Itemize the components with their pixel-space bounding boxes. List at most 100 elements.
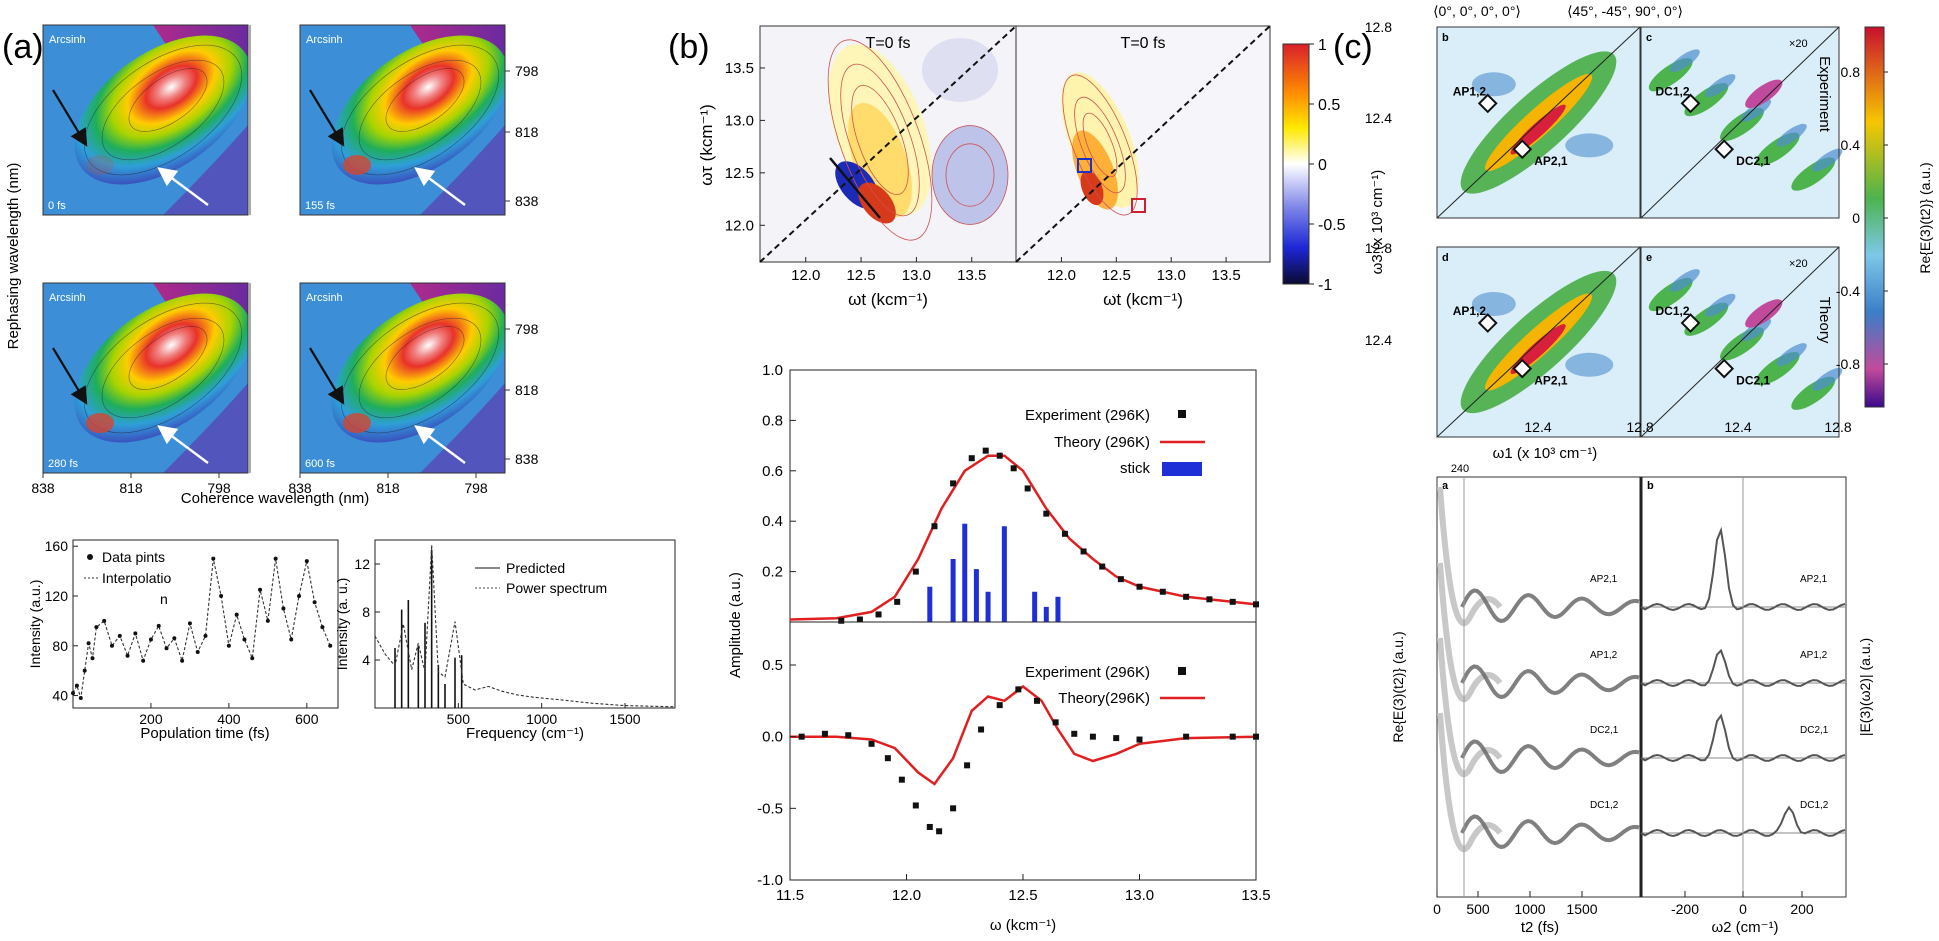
pop-data-point <box>312 600 317 605</box>
cd-exp-point <box>845 732 852 739</box>
c-trace-label-left: AP2,1 <box>1590 574 1618 585</box>
b-xtick-label: 12.5 <box>846 267 875 284</box>
b-time-right: T=0 fs <box>1121 35 1166 52</box>
c-xlabel: ω1 (x 10³ cm⁻¹) <box>1493 445 1598 462</box>
c-map-diamond <box>1714 139 1735 160</box>
legend-predicted: Predicted <box>506 560 565 576</box>
b-ytick-label: 12.5 <box>725 165 754 182</box>
abs-exp-point <box>950 480 957 487</box>
abs-stick <box>1001 526 1007 622</box>
abs-exp-point <box>1206 596 1213 603</box>
a-ytick-label: 818 <box>515 382 539 398</box>
pop-data-point <box>219 594 224 598</box>
b-xtick-label: 12.0 <box>1047 267 1076 284</box>
c-map-blue-lobe <box>1812 367 1843 391</box>
c-xtick-label: 12.4 <box>1524 419 1551 435</box>
pop-ytick-label: 120 <box>45 588 69 604</box>
c-trace-label-right: AP1,2 <box>1800 650 1828 661</box>
c-map-label: DC1,2 <box>1656 304 1690 318</box>
c-map-diamond <box>1477 93 1498 114</box>
pop-xlabel: Population time (fs) <box>140 725 269 742</box>
freq-power-spectrum <box>374 544 676 708</box>
pop-data-point <box>234 612 239 617</box>
abs-exp-point <box>894 598 901 605</box>
abs-exp-point <box>1183 593 1190 600</box>
b-left-contour <box>931 125 1009 225</box>
b-left-red-peak <box>858 182 896 224</box>
b-colorbar-tick-label: -0.5 <box>1318 217 1346 234</box>
a-map-lower-peak <box>86 413 114 433</box>
pop-data-point <box>328 643 333 648</box>
pop-data-point <box>226 643 231 648</box>
pop-data-point <box>180 658 185 663</box>
pop-data-point <box>172 636 177 641</box>
cd-xtick-label: 11.5 <box>776 887 804 904</box>
c-trace-xtick-label: 1500 <box>1566 901 1597 917</box>
c-traces-xlabel-left: t2 (fs) <box>1521 919 1559 936</box>
c-ylabel: ω3 (x 10³ cm⁻¹) <box>1369 170 1386 275</box>
c-colorbar-tick-label: 0.8 <box>1841 64 1861 80</box>
b-colorbar-tick-label: 0 <box>1318 157 1327 174</box>
c-map-diagonal <box>1640 26 1840 219</box>
pop-data-point <box>78 696 83 701</box>
abs-exp-point <box>931 523 938 530</box>
a-map-time: 0 fs <box>48 200 66 212</box>
cd-ytick-label: 0.0 <box>762 729 783 746</box>
c-map-sublabel: e <box>1646 252 1652 264</box>
c-colorbar-tick-label: 0.4 <box>1841 137 1861 153</box>
pop-ytick-label: 80 <box>52 638 68 654</box>
b-ytick-label: 13.0 <box>725 112 754 129</box>
abs-legend-exp: Experiment (296K) <box>1025 407 1150 424</box>
a-frequency-plot: 500 1000 1500 4 8 12 Predicted Power spectrum… <box>334 539 676 742</box>
c-col-title-1: ⟨45°, -45°, 90°, 0°⟩ <box>1567 3 1683 19</box>
c-trace-label-right: DC1,2 <box>1800 800 1829 811</box>
legend-data-pints: Data pints <box>102 549 165 565</box>
c-map-diagonal <box>1436 246 1641 438</box>
abs-exp-point <box>1010 465 1017 472</box>
b-ytick-label: 13.5 <box>725 60 754 77</box>
c-map-blue-lobe <box>1669 49 1700 73</box>
pop-data-point <box>195 650 200 654</box>
c-colorbar-tick-label: -0.8 <box>1836 356 1860 372</box>
b-ytick-label: 12.0 <box>725 217 754 234</box>
c-trace-label-left: AP1,2 <box>1590 650 1618 661</box>
abs-stick <box>950 559 956 622</box>
b-right-diagonal <box>1015 25 1271 263</box>
c-map-blue-lobe <box>1669 269 1700 292</box>
c-map-blue-lobe <box>1776 123 1807 147</box>
b-xlabel-right: ωt (kcm⁻¹) <box>1103 290 1183 309</box>
pop-data-point <box>94 625 99 630</box>
pop-data-point <box>281 606 286 611</box>
c-trace-oscillation <box>1460 664 1640 700</box>
pop-data-point <box>86 641 91 646</box>
abs-exp-point <box>996 452 1003 459</box>
c-traces-xlabel-right: ω2 (cm⁻¹) <box>1711 919 1778 936</box>
a-map-1 <box>300 25 505 215</box>
b-left-antidiag <box>829 157 881 219</box>
c-trace-decay <box>1437 712 1503 852</box>
abs-exp-point <box>875 611 882 618</box>
c-colorbar-label: Re{E(3)(t2)} (a.u.) <box>1917 162 1933 273</box>
c-map-label: AP2,1 <box>1534 154 1568 168</box>
c-map-blue-lobe <box>1740 318 1772 342</box>
a-ytick-label: 818 <box>515 124 539 140</box>
c-map-label: AP1,2 <box>1453 304 1487 318</box>
c-traces-top-label: 240 <box>1451 463 1469 475</box>
c-colorbar <box>1864 26 1885 408</box>
abs-ytick-label: 0.8 <box>762 412 783 429</box>
b-right-red <box>1080 170 1104 206</box>
pop-data-point <box>289 637 294 642</box>
cd-legend-exp-marker <box>1178 667 1186 675</box>
c-trace-xtick-label: -200 <box>1671 901 1699 917</box>
a-map-contour <box>84 44 242 176</box>
c-traces: 240 a b AP2,1 AP2,1 AP1,2 AP1,2 DC2,1 DC2,1 DC… <box>1390 463 1873 936</box>
a-map-contour <box>101 59 225 161</box>
c-traces-ylabel-right: |E(3)(ω2)| (a.u.) <box>1857 638 1873 736</box>
abs-stick <box>927 586 933 622</box>
pop-data-point <box>242 637 247 642</box>
a-map-time: 600 fs <box>305 458 335 470</box>
cd-exp-point <box>1052 719 1059 726</box>
a-map-2 <box>43 283 248 473</box>
c-trace-xtick-label: 200 <box>1790 901 1814 917</box>
c-map-diamond <box>1477 313 1498 333</box>
